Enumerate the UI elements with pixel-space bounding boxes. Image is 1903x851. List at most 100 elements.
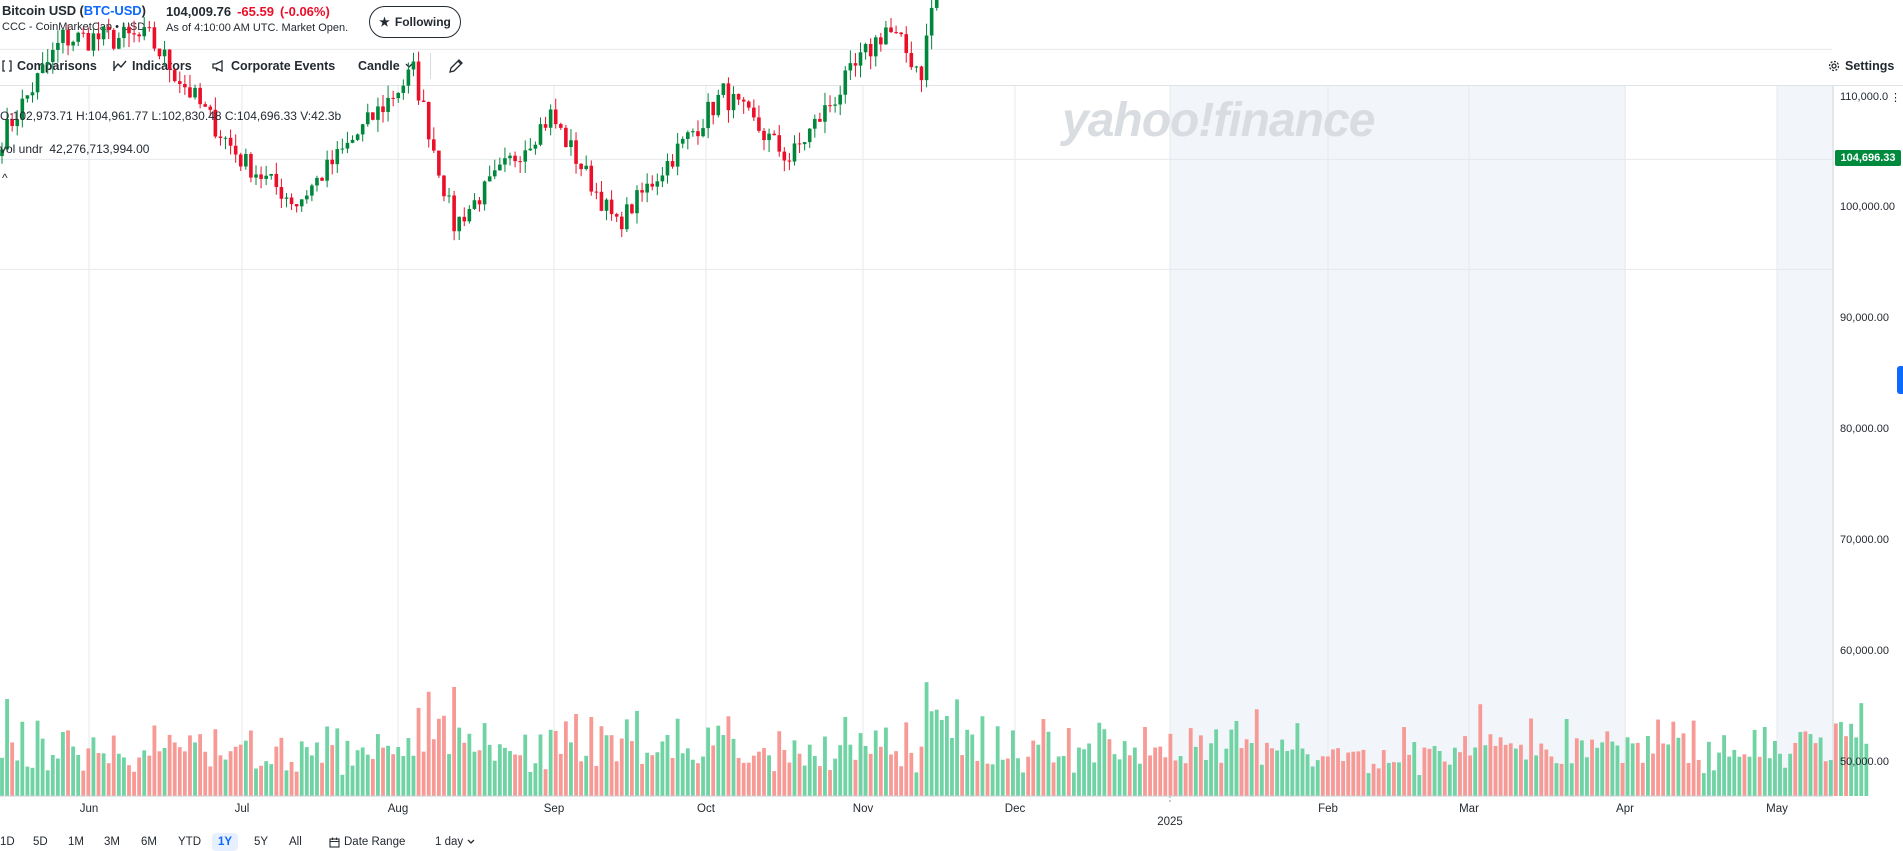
volume-bar: [1026, 756, 1031, 796]
volume-bar: [1569, 763, 1574, 796]
candle-body: [635, 190, 639, 214]
candle-body: [746, 101, 751, 108]
candle-body: [894, 32, 898, 34]
candle-body: [360, 124, 365, 135]
candle-body: [797, 143, 802, 145]
volume-bar: [1635, 742, 1640, 796]
chart-type-label: Candle: [358, 59, 400, 73]
last-price-tag: 104,696.33: [1835, 150, 1901, 166]
candle-body: [335, 149, 340, 165]
range-6m[interactable]: 6M: [141, 836, 157, 848]
volume-bar: [0, 757, 4, 796]
candle-body: [523, 150, 528, 162]
settings-button[interactable]: Settings: [1828, 55, 1894, 77]
volume-bar: [751, 755, 756, 796]
volume-bar: [1300, 748, 1305, 796]
range-1y[interactable]: 1Y: [212, 833, 239, 851]
volume-bar: [40, 738, 45, 796]
candle-body: [548, 109, 553, 128]
candle-body: [117, 38, 121, 49]
candle-body: [848, 63, 853, 71]
collapse-legend-icon[interactable]: ^: [2, 171, 8, 185]
volume-bar: [950, 737, 954, 796]
candle-body: [696, 131, 700, 137]
x-tick-label: Nov: [852, 803, 874, 815]
volume-bar: [162, 747, 167, 796]
date-range-button[interactable]: Date Range: [329, 833, 405, 851]
candle-body: [294, 204, 299, 207]
last-price: 104,009.76: [166, 4, 232, 19]
volume-bar: [345, 740, 350, 796]
volume-bar: [116, 753, 121, 796]
volume-bar: [767, 755, 771, 796]
range-3m[interactable]: 3M: [104, 836, 120, 848]
candle-body: [40, 64, 45, 74]
volume-bar: [279, 737, 284, 796]
candle-body: [889, 27, 893, 33]
y-tick-label: 50,000.00: [1840, 756, 1889, 768]
candle-body: [599, 191, 604, 211]
indicators-button[interactable]: Indicators: [113, 55, 192, 77]
interval-dropdown[interactable]: 1 day: [435, 833, 475, 851]
draw-button[interactable]: [448, 55, 464, 77]
candle-body: [868, 44, 873, 57]
volume-bar: [1290, 749, 1295, 796]
exchange-info: CCC - CoinMarketCap • USD: [2, 21, 146, 33]
volume-bar: [1559, 763, 1564, 796]
volume-bar: [569, 742, 573, 796]
candle-body: [884, 27, 888, 45]
volume-bar: [1503, 744, 1508, 796]
volume-bar: [436, 718, 441, 796]
range-all[interactable]: All: [289, 836, 302, 848]
volume-bar: [1549, 756, 1554, 796]
ticker-symbol-link[interactable]: BTC-USD: [83, 3, 142, 18]
range-5d[interactable]: 5D: [33, 836, 48, 848]
volume-bar: [1706, 741, 1711, 796]
candle-body: [213, 109, 218, 137]
volume-bar: [868, 753, 873, 796]
volume-bar: [706, 727, 711, 796]
volume-bar: [701, 756, 705, 796]
volume-bar: [1717, 752, 1721, 796]
x-tick-label: Dec: [1004, 803, 1026, 815]
volume-bar: [431, 739, 436, 796]
volume-bar: [757, 751, 761, 796]
range-ytd[interactable]: YTD: [178, 836, 201, 848]
volume-bar: [1071, 772, 1076, 796]
following-button[interactable]: ★ Following: [369, 6, 461, 38]
volume-bar: [355, 750, 360, 796]
volume-bar: [1808, 734, 1813, 796]
volume-bar: [1371, 763, 1376, 796]
candle-body: [365, 112, 370, 125]
range-1m[interactable]: 1M: [68, 836, 84, 848]
candle-body: [127, 26, 131, 34]
volume-bar: [1244, 739, 1249, 796]
volume-bar: [15, 760, 20, 796]
corporate-events-button[interactable]: Corporate Events: [212, 55, 335, 77]
candle-body: [721, 83, 726, 95]
volume-bar: [650, 755, 655, 796]
candle-body: [254, 174, 258, 178]
comparisons-button[interactable]: Comparisons: [2, 55, 97, 77]
volume-bar: [1458, 752, 1462, 796]
corporate-events-label: Corporate Events: [231, 59, 336, 73]
candle-body: [553, 109, 558, 125]
volume-bar: [1021, 772, 1025, 796]
volume-bar: [482, 723, 487, 796]
volume-bar: [1539, 743, 1544, 796]
side-panel-handle[interactable]: [1897, 366, 1903, 394]
volume-bar: [655, 752, 660, 796]
volume-bar: [1859, 703, 1864, 796]
volume-bar: [1295, 723, 1300, 796]
volume-bar: [853, 759, 858, 796]
volume-bar: [746, 762, 751, 796]
range-5y[interactable]: 5Y: [254, 836, 269, 848]
candle-body: [15, 119, 20, 127]
volume-bar: [1442, 761, 1447, 796]
candle-body: [818, 118, 822, 122]
range-1d[interactable]: 1D: [0, 836, 15, 848]
axis-menu-icon[interactable]: ⋮: [1890, 92, 1901, 104]
volume-bar: [812, 756, 817, 796]
yahoo-finance-watermark: yahoo!finance: [1062, 94, 1375, 147]
